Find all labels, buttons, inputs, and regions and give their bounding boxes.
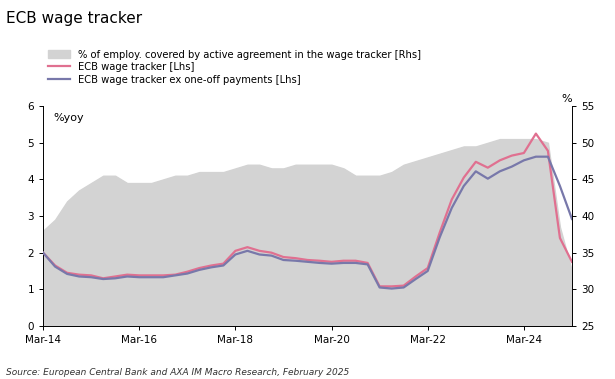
Text: Source: European Central Bank and AXA IM Macro Research, February 2025: Source: European Central Bank and AXA IM… <box>6 368 349 377</box>
Legend: % of employ. covered by active agreement in the wage tracker [Rhs], ECB wage tra: % of employ. covered by active agreement… <box>48 50 421 85</box>
Text: ECB wage tracker: ECB wage tracker <box>6 11 142 27</box>
Text: %yoy: %yoy <box>54 113 84 123</box>
Text: %: % <box>561 94 572 104</box>
